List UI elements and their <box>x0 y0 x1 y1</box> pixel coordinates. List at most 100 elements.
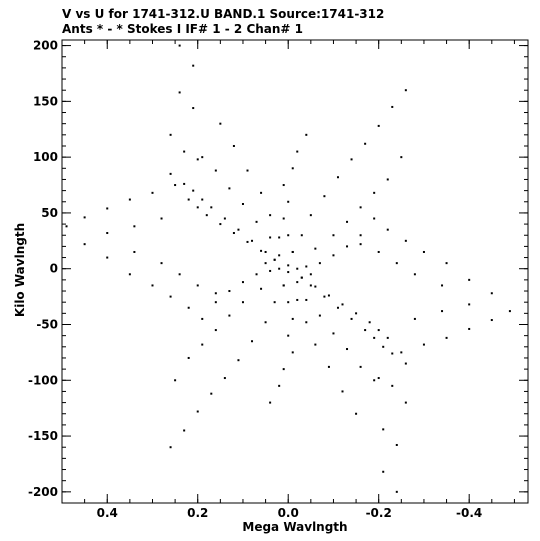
data-point <box>309 273 312 276</box>
data-point <box>287 301 290 304</box>
data-point <box>332 332 335 335</box>
chart-subtitle: Ants * - * Stokes I IF# 1 - 2 Chan# 1 <box>62 22 303 36</box>
data-point <box>214 301 217 304</box>
data-point <box>386 228 389 231</box>
y-tick-label: -100 <box>28 373 58 387</box>
data-point <box>305 265 308 268</box>
data-point <box>174 379 177 382</box>
data-point <box>508 310 511 313</box>
data-point <box>350 317 353 320</box>
plot-frame <box>61 39 529 504</box>
data-point <box>278 254 281 257</box>
axis-ticks <box>61 40 528 503</box>
data-point <box>404 89 407 92</box>
data-point <box>305 133 308 136</box>
data-point <box>300 234 303 237</box>
data-point <box>291 317 294 320</box>
data-point <box>169 133 172 136</box>
data-point <box>391 105 394 108</box>
data-point <box>251 340 254 343</box>
data-point <box>187 198 190 201</box>
data-point <box>386 336 389 339</box>
data-point <box>183 429 186 432</box>
data-point <box>160 262 163 265</box>
data-point <box>309 214 312 217</box>
y-tick-label: -50 <box>36 317 58 331</box>
data-point <box>128 273 131 276</box>
data-point <box>219 223 222 226</box>
data-point <box>359 206 362 209</box>
data-point <box>404 362 407 365</box>
data-point <box>490 319 493 322</box>
data-point <box>228 290 231 293</box>
data-point <box>296 298 299 301</box>
data-point <box>341 303 344 306</box>
data-point <box>269 401 272 404</box>
data-point <box>192 189 195 192</box>
data-point <box>178 273 181 276</box>
data-point <box>237 359 240 362</box>
x-tick-label: 0.0 <box>278 506 299 520</box>
data-point <box>346 348 349 351</box>
data-point <box>133 225 136 228</box>
data-point <box>382 345 385 348</box>
data-point <box>291 351 294 354</box>
data-point <box>287 200 290 203</box>
data-point <box>373 191 376 194</box>
data-point <box>291 167 294 170</box>
data-point <box>269 236 272 239</box>
data-point <box>106 232 109 235</box>
data-point <box>359 243 362 246</box>
data-point <box>305 321 308 324</box>
data-point <box>468 303 471 306</box>
data-point <box>341 390 344 393</box>
y-tick-label: 50 <box>41 206 58 220</box>
data-point <box>201 198 204 201</box>
data-point <box>287 234 290 237</box>
data-point <box>413 317 416 320</box>
data-point <box>269 269 272 272</box>
data-point <box>391 352 394 355</box>
data-point <box>346 220 349 223</box>
data-point <box>151 191 154 194</box>
data-point <box>214 292 217 295</box>
data-point <box>187 306 190 309</box>
data-point <box>83 243 86 246</box>
data-point <box>260 287 263 290</box>
data-point <box>196 206 199 209</box>
data-point <box>468 327 471 330</box>
data-point <box>223 377 226 380</box>
data-point <box>128 198 131 201</box>
data-point <box>282 284 285 287</box>
data-point <box>400 156 403 159</box>
data-point <box>269 214 272 217</box>
data-point <box>251 239 254 242</box>
data-point <box>196 410 199 413</box>
data-point <box>228 314 231 317</box>
axis-tick-labels: 0.4 0.2 0.0 -0.2 -0.4 200 150 100 50 0 -50 -100 -150… <box>28 39 482 520</box>
data-point <box>377 124 380 127</box>
data-point <box>445 262 448 265</box>
data-point <box>287 264 290 267</box>
data-point <box>314 343 317 346</box>
x-tick-label: -0.2 <box>366 506 392 520</box>
data-point <box>255 220 258 223</box>
data-point <box>282 217 285 220</box>
data-point <box>214 169 217 172</box>
data-point <box>210 392 213 395</box>
x-tick-label: -0.4 <box>456 506 482 520</box>
data-point <box>264 250 267 253</box>
data-point <box>314 247 317 250</box>
data-point <box>228 187 231 190</box>
data-point <box>278 384 281 387</box>
data-point <box>174 184 177 187</box>
data-point <box>422 343 425 346</box>
data-point <box>133 250 136 253</box>
data-point <box>373 336 376 339</box>
data-point <box>187 356 190 359</box>
x-tick-label: 0.2 <box>187 506 208 520</box>
data-point <box>260 249 263 252</box>
data-point <box>246 169 249 172</box>
data-point <box>232 144 235 147</box>
